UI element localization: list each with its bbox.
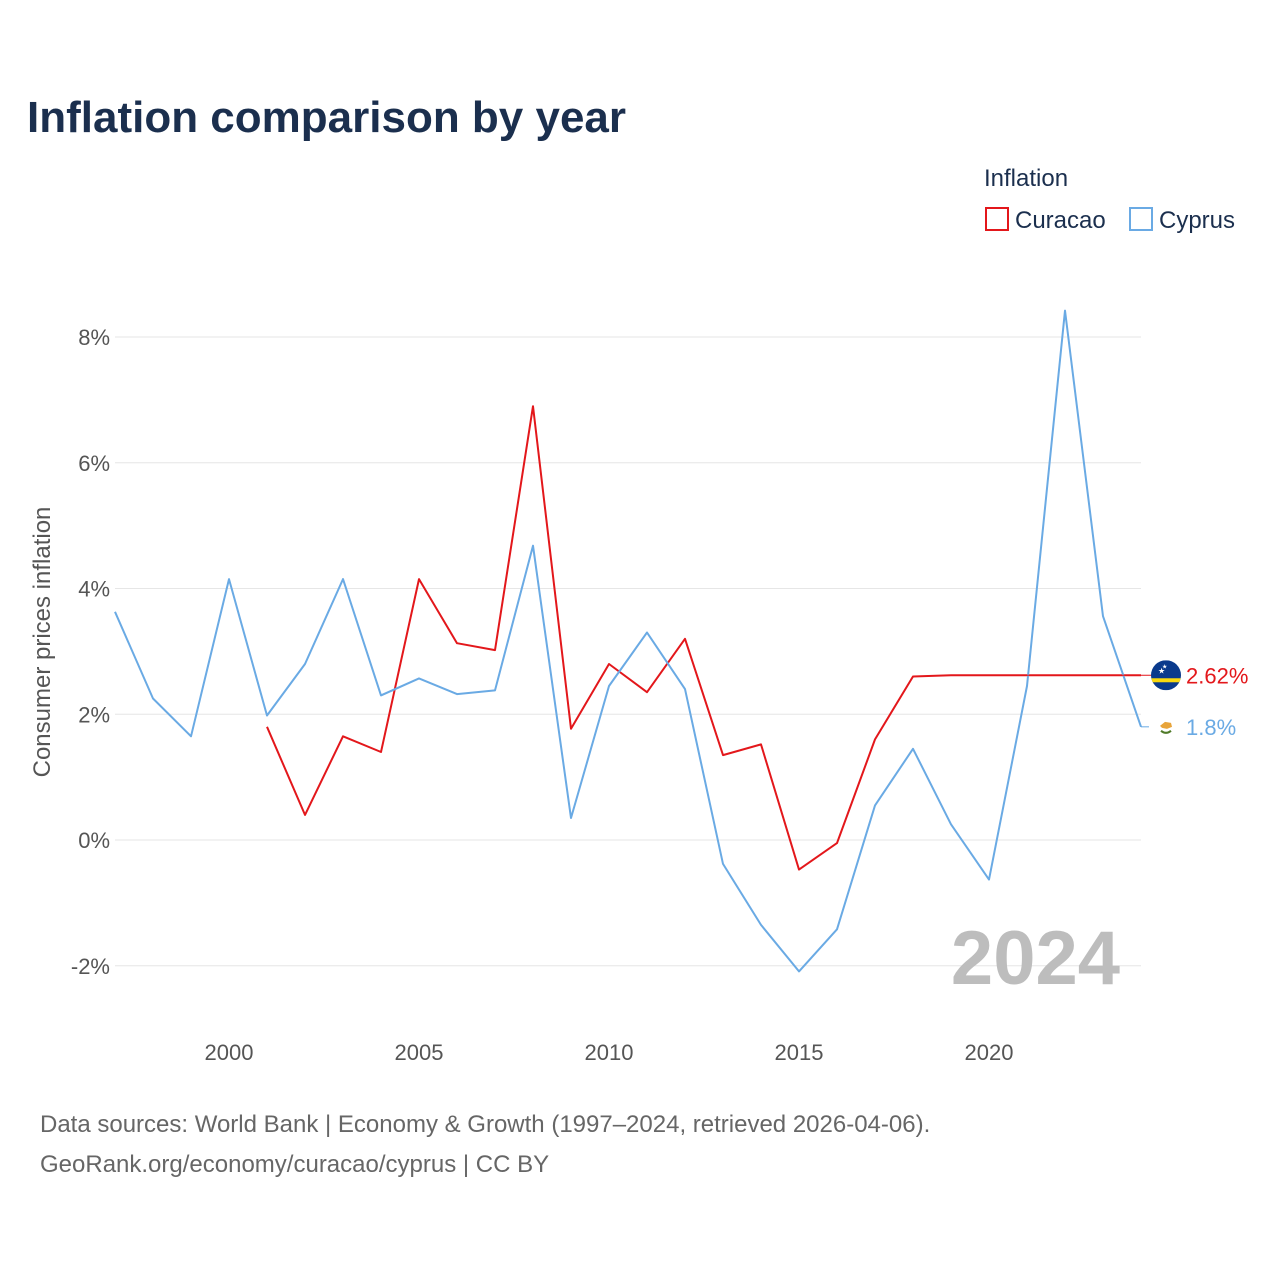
year-watermark: 2024 (951, 916, 1120, 1001)
cyprus-end-label: 1.8% (1186, 715, 1236, 740)
chart-title: Inflation comparison by year (27, 93, 626, 142)
cyprus-flag-icon (1156, 716, 1176, 737)
svg-text:★: ★ (1162, 663, 1167, 670)
legend-label-curacao: Curacao (1015, 207, 1106, 234)
x-tick-label: 2000 (205, 1040, 254, 1065)
end-markers: ★ ★ 2.62% 1.8% (951, 660, 1248, 740)
y-tick-label: -2% (71, 954, 110, 979)
y-tick-label: 4% (78, 577, 110, 602)
source-line-1: Data sources: World Bank | Economy & Gro… (40, 1111, 930, 1138)
x-axis-ticks: 2000 2005 2010 2015 2020 (205, 1040, 1014, 1065)
y-tick-label: 0% (78, 828, 110, 853)
series (114, 309, 1142, 973)
grid (115, 336, 1141, 967)
y-axis-title: Consumer prices inflation (29, 507, 56, 778)
curacao-end-label: 2.62% (1186, 663, 1248, 688)
legend-item-cyprus[interactable]: Cyprus (1129, 207, 1235, 234)
x-tick-label: 2005 (395, 1040, 444, 1065)
y-tick-label: 6% (78, 451, 110, 476)
legend-label-cyprus: Cyprus (1159, 207, 1235, 234)
y-tick-label: 8% (78, 325, 110, 350)
x-tick-label: 2015 (775, 1040, 824, 1065)
y-tick-label: 2% (78, 702, 110, 727)
legend: Inflation Curacao Cyprus (984, 165, 1235, 234)
legend-item-curacao[interactable]: Curacao (985, 207, 1106, 234)
source-line-2: GeoRank.org/economy/curacao/cyprus | CC … (40, 1151, 549, 1178)
y-axis-ticks: -2% 0% 2% 4% 6% 8% (71, 325, 110, 979)
legend-swatch-cyprus (1129, 207, 1153, 231)
svg-text:★: ★ (1158, 666, 1165, 675)
legend-swatch-curacao (985, 207, 1009, 231)
series-line-curacao[interactable] (266, 405, 1141, 871)
x-tick-label: 2010 (585, 1040, 634, 1065)
x-tick-label: 2020 (965, 1040, 1014, 1065)
legend-title: Inflation (984, 165, 1068, 192)
series-line-cyprus[interactable] (114, 309, 1142, 973)
curacao-flag-icon: ★ ★ (1151, 660, 1181, 691)
